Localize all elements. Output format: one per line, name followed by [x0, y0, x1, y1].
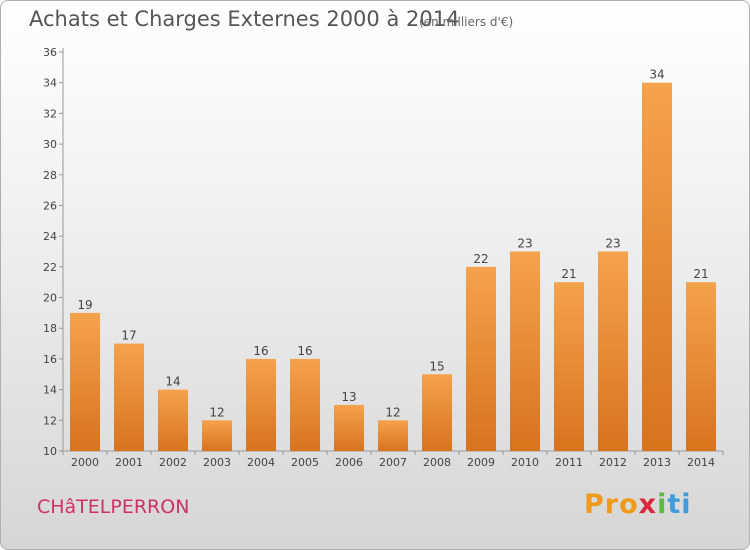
- value-label-2007: 12: [385, 405, 400, 419]
- x-tick-label-2002: 2002: [159, 456, 187, 469]
- y-tick-label: 26: [43, 199, 57, 212]
- bar-2001: [114, 343, 144, 451]
- logo-part-4: ti: [667, 489, 692, 520]
- value-label-2006: 13: [341, 390, 356, 404]
- x-tick-label-2007: 2007: [379, 456, 407, 469]
- logo-part-1: Pro: [584, 489, 639, 520]
- value-label-2004: 16: [253, 344, 268, 358]
- value-label-2005: 16: [297, 344, 312, 358]
- bar-2012: [598, 251, 628, 451]
- y-tick-label: 20: [43, 292, 57, 305]
- value-label-2010: 23: [517, 237, 532, 251]
- value-label-2008: 15: [429, 359, 444, 373]
- bar-2002: [158, 389, 188, 451]
- y-tick-label: 16: [43, 353, 57, 366]
- bars: [70, 82, 716, 451]
- x-tick-label-2013: 2013: [643, 456, 671, 469]
- y-tick-label: 14: [43, 384, 57, 397]
- y-tick-label: 12: [43, 414, 57, 427]
- x-tick-label-2008: 2008: [423, 456, 451, 469]
- x-tick-label-2005: 2005: [291, 456, 319, 469]
- x-tick-label-2001: 2001: [115, 456, 143, 469]
- bar-2010: [510, 251, 540, 451]
- axes: 10 12 14 16 18 20 22 24 26 28 30 32 34 36: [43, 46, 724, 458]
- x-tick-label-2006: 2006: [335, 456, 363, 469]
- x-tick-label-2014: 2014: [687, 456, 715, 469]
- value-label-2009: 22: [473, 252, 488, 266]
- y-tick-label: 18: [43, 322, 57, 335]
- y-tick-label: 30: [43, 138, 57, 151]
- bar-2004: [246, 358, 276, 451]
- y-tick-label: 10: [43, 445, 57, 458]
- bar-2011: [554, 282, 584, 451]
- logo-part-2: x: [638, 489, 658, 520]
- chart-subtitle: (en milliers d'€): [419, 15, 514, 29]
- value-label-2000: 19: [77, 298, 92, 312]
- commune-name: CHâTELPERRON: [37, 496, 190, 518]
- y-tick-label: 34: [43, 77, 57, 90]
- logo-part-3: i: [657, 489, 668, 520]
- labels: 2000 19 2001 17 2002 14 2003 12 2004 16 2005 16 2006…: [71, 68, 715, 469]
- value-label-2011: 21: [561, 267, 576, 281]
- value-label-2013: 34: [649, 68, 664, 82]
- value-label-2003: 12: [209, 405, 224, 419]
- y-tick-label: 24: [43, 230, 57, 243]
- bar-2009: [466, 266, 496, 451]
- x-tick-label-2003: 2003: [203, 456, 231, 469]
- x-tick-label-2012: 2012: [599, 456, 627, 469]
- x-tick-label-2004: 2004: [247, 456, 275, 469]
- y-tick-label: 22: [43, 261, 57, 274]
- value-label-2012: 23: [605, 237, 620, 251]
- y-tick-label: 32: [43, 107, 57, 120]
- x-tick-label-2000: 2000: [71, 456, 99, 469]
- chart-title: Achats et Charges Externes 2000 à 2014: [29, 7, 460, 31]
- bar-2005: [290, 358, 320, 451]
- value-label-2001: 17: [121, 329, 136, 343]
- x-tick-label-2009: 2009: [467, 456, 495, 469]
- y-tick-label: 28: [43, 169, 57, 182]
- x-tick-label-2011: 2011: [555, 456, 583, 469]
- proxiti-logo: Proxiti: [584, 489, 692, 520]
- value-label-2014: 21: [693, 267, 708, 281]
- bar-2014: [686, 282, 716, 451]
- value-label-2002: 14: [165, 375, 180, 389]
- bar-2003: [202, 420, 232, 451]
- bar-2000: [70, 312, 100, 451]
- x-tick-label-2010: 2010: [511, 456, 539, 469]
- bar-2006: [334, 404, 364, 451]
- bar-2013: [642, 82, 672, 451]
- bar-2007: [378, 420, 408, 451]
- bar-2008: [422, 374, 452, 451]
- y-tick-label: 36: [43, 46, 57, 59]
